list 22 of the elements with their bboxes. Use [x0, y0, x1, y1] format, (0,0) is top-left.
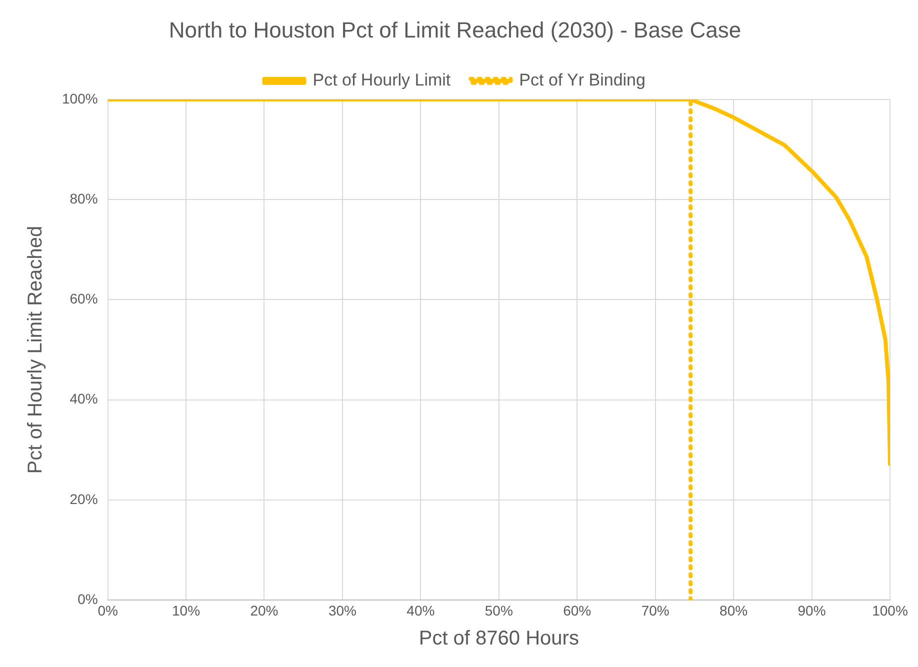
- x-axis-title: Pct of 8760 Hours: [418, 628, 579, 650]
- x-tick-label: 0%: [98, 602, 118, 618]
- x-tick-label: 40%: [406, 602, 435, 618]
- y-tick-label: 20%: [70, 490, 98, 507]
- chart-title: North to Houston Pct of Limit Reached (2030) - Base Case: [168, 17, 742, 42]
- y-tick-label: 60%: [70, 290, 98, 307]
- x-tick-label: 50%: [484, 602, 513, 618]
- y-axis-title: Pct of Hourly Limit Reached: [24, 226, 47, 474]
- legend-label: Pct of Yr Binding: [519, 70, 646, 90]
- x-tick-label: 70%: [641, 602, 670, 618]
- x-tick-label: 80%: [720, 602, 748, 618]
- x-tick-label: 30%: [328, 602, 356, 618]
- x-tick-label: 60%: [563, 602, 592, 618]
- y-tick-label: 100%: [62, 90, 98, 106]
- y-tick-label: 40%: [70, 390, 98, 407]
- y-tick-label: 80%: [70, 190, 98, 206]
- x-tick-label: 10%: [172, 602, 200, 618]
- x-tick-label: 90%: [798, 602, 826, 618]
- y-tick-label: 0%: [78, 591, 98, 608]
- x-tick-label: 100%: [872, 602, 908, 618]
- x-tick-label: 20%: [250, 602, 278, 618]
- legend-label: Pct of Hourly Limit: [312, 70, 451, 90]
